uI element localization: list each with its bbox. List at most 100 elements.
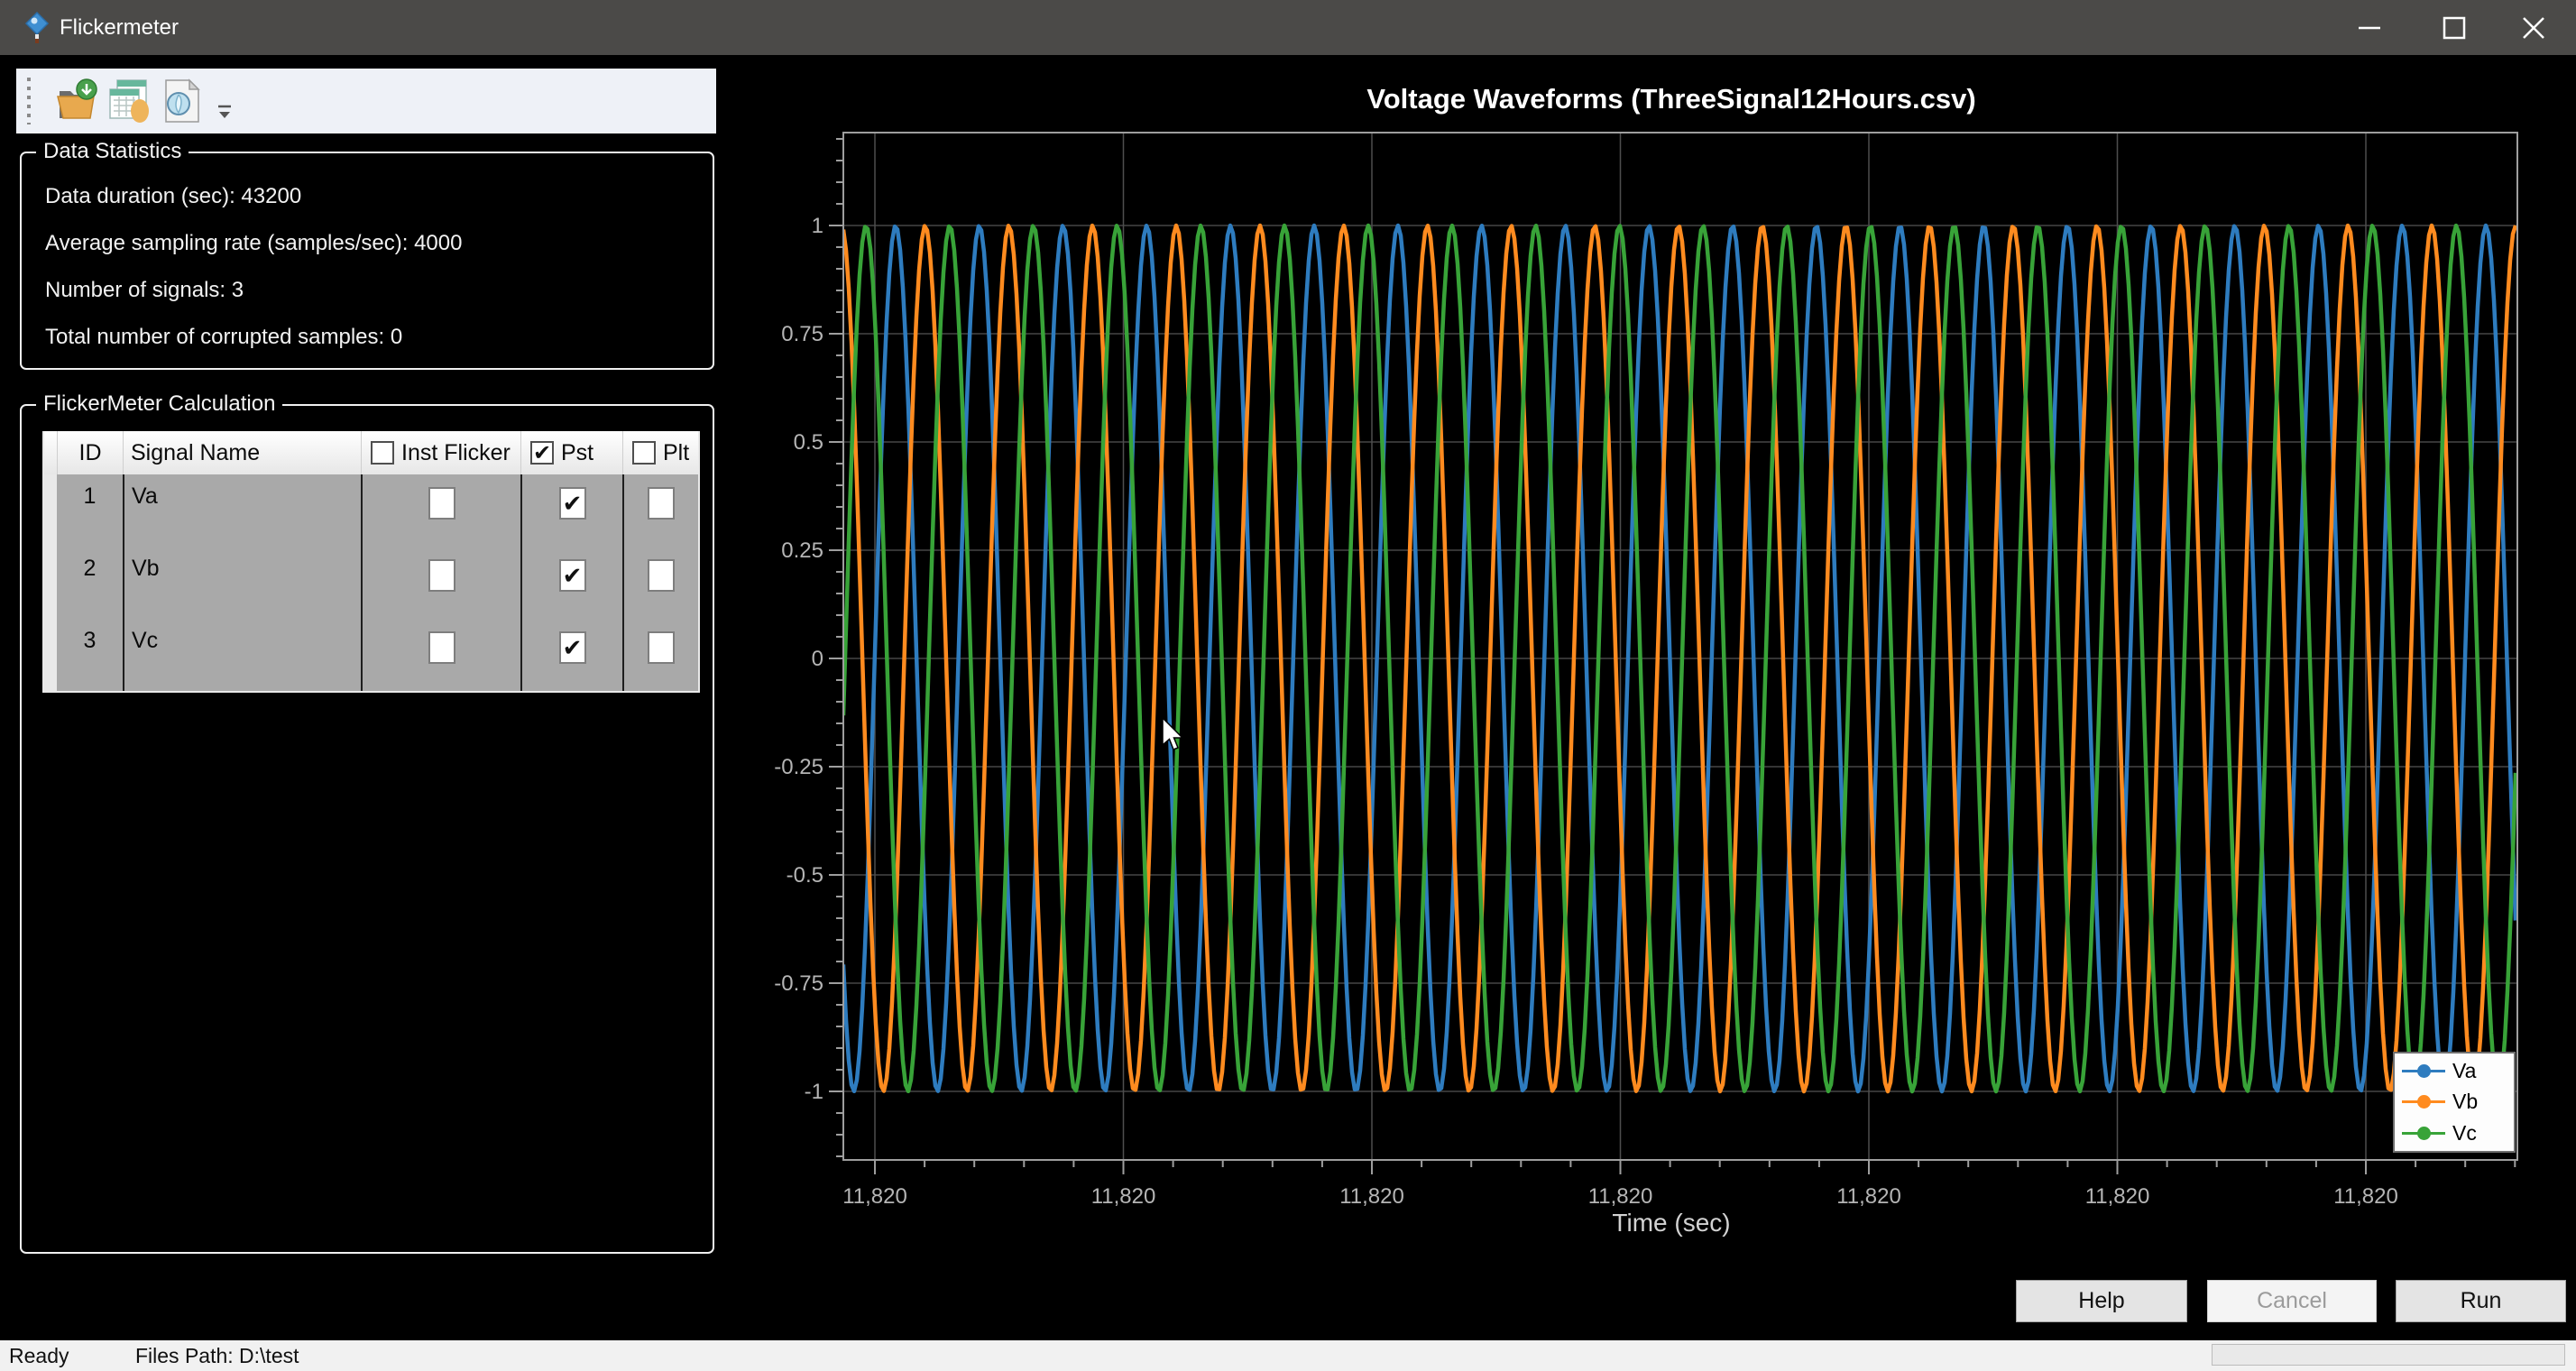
help-button[interactable]: Help (2016, 1280, 2187, 1322)
cell-signal-name: Va (123, 474, 361, 547)
checkbox-pst[interactable]: ✔ (558, 559, 586, 592)
row-header-cell (44, 474, 57, 547)
minimize-button[interactable] (2327, 0, 2412, 55)
svg-text:-0.25: -0.25 (774, 755, 823, 779)
cell-signal-name: Vc (123, 619, 361, 691)
signal-tables-button[interactable] (106, 77, 152, 125)
row-header-cell (44, 431, 57, 474)
table-row[interactable]: 2 Vb ✔ (44, 547, 698, 619)
checkbox-pst[interactable]: ✔ (558, 487, 586, 520)
svg-text:11,820: 11,820 (2333, 1184, 2398, 1209)
cell-plt (622, 547, 698, 619)
header-label: Plt (663, 439, 690, 465)
title-bar: Flickermeter (0, 0, 2576, 55)
col-header-pst: ✔ Pst (520, 431, 622, 474)
report-preview-button[interactable] (159, 77, 204, 125)
cell-id: 1 (83, 483, 97, 509)
svg-text:11,820: 11,820 (2085, 1184, 2150, 1209)
data-statistics-group: Data Statistics Data duration (sec): 432… (20, 139, 714, 370)
cell-pst: ✔ (520, 474, 622, 547)
svg-text:-1: -1 (805, 1080, 823, 1104)
legend-marker (2417, 1095, 2431, 1109)
header-checkbox-inst-flicker[interactable] (371, 441, 394, 465)
signal-table-header: ID Signal Name Inst Flicker ✔ Pst Plt (44, 431, 698, 474)
checkbox-plt[interactable] (648, 559, 675, 592)
legend-line (2402, 1095, 2445, 1109)
flickermeter-calculation-title: FlickerMeter Calculation (36, 391, 283, 417)
progress-bar (2212, 1344, 2565, 1366)
chart-title: Voltage Waveforms (ThreeSignal12Hours.cs… (1366, 83, 1976, 115)
data-statistics-title: Data Statistics (36, 139, 189, 164)
legend-label: Vc (2452, 1121, 2477, 1146)
status-ready: Ready (9, 1344, 69, 1367)
checkbox-plt[interactable] (648, 631, 675, 664)
cell-pst: ✔ (520, 619, 622, 691)
cell-plt (622, 474, 698, 547)
legend-line (2402, 1063, 2445, 1078)
cell-inst-flicker (361, 474, 520, 547)
x-axis-label: Time (sec) (1612, 1209, 1731, 1237)
toolbar-overflow-icon (218, 105, 231, 118)
legend-line (2402, 1127, 2445, 1141)
legend-entry-vc: Vc (2395, 1119, 2514, 1148)
checkbox-pst[interactable]: ✔ (558, 631, 586, 664)
cancel-button[interactable]: Cancel (2207, 1280, 2377, 1322)
header-label: Pst (561, 439, 594, 465)
svg-text:-0.5: -0.5 (787, 863, 823, 888)
maximize-button[interactable] (2412, 0, 2497, 55)
signal-tables-icon (109, 79, 149, 123)
header-checkbox-pst[interactable]: ✔ (530, 441, 554, 465)
stat-data-duration: Data duration (sec): 43200 (45, 184, 302, 208)
toolbar-grip[interactable] (27, 78, 31, 124)
legend-marker (2417, 1127, 2431, 1141)
cell-signal-name: Vb (123, 547, 361, 619)
header-checkbox-plt[interactable] (632, 441, 656, 465)
cell-id: 3 (83, 628, 97, 653)
status-files-path: Files Path: D:\test (135, 1344, 299, 1367)
maximize-icon (2443, 16, 2466, 39)
checkbox-plt[interactable] (648, 487, 675, 520)
open-data-file-icon (57, 78, 97, 119)
open-data-file-button[interactable] (54, 77, 99, 125)
signal-table: ID Signal Name Inst Flicker ✔ Pst Plt 1 Va ✔ 2 Vb… (42, 431, 700, 693)
svg-text:11,820: 11,820 (842, 1184, 907, 1209)
stat-signal-count: Number of signals: 3 (45, 278, 244, 302)
checkbox-inst-flicker[interactable] (428, 559, 455, 592)
cell-inst-flicker (361, 619, 520, 691)
svg-text:0.5: 0.5 (794, 430, 823, 455)
svg-text:11,820: 11,820 (1588, 1184, 1653, 1209)
cell-pst: ✔ (520, 547, 622, 619)
col-header-signal-name: Signal Name (123, 431, 361, 474)
table-row[interactable]: 1 Va ✔ (44, 474, 698, 547)
table-row[interactable]: 3 Vc ✔ (44, 619, 698, 691)
checkbox-inst-flicker[interactable] (428, 631, 455, 664)
toolbar-overflow-button[interactable] (213, 101, 236, 124)
toolbar (16, 69, 716, 133)
voltage-waveform-chart: 11,820 11,820 11,820 11,820 11,820 11,820 11,8… (774, 132, 2518, 1209)
row-header-cell (44, 547, 57, 619)
legend-entry-vb: Vb (2395, 1088, 2514, 1117)
svg-text:11,820: 11,820 (1339, 1184, 1404, 1209)
signal-table-body: 1 Va ✔ 2 Vb ✔ 3 Vc ✔ (44, 474, 698, 691)
stat-corrupted-count: Total number of corrupted samples: 0 (45, 325, 403, 349)
report-preview-icon (165, 78, 200, 123)
window-title: Flickermeter (60, 15, 179, 40)
app-icon (24, 12, 50, 43)
svg-text:0: 0 (812, 647, 823, 671)
close-button[interactable] (2491, 0, 2576, 55)
minimize-icon (2359, 26, 2380, 29)
col-header-id: ID (57, 431, 123, 474)
mouse-cursor (1162, 717, 1184, 750)
svg-text:0.75: 0.75 (781, 322, 823, 346)
row-header-cell (44, 619, 57, 691)
svg-text:11,820: 11,820 (1091, 1184, 1156, 1209)
status-bar: Ready Files Path: D:\test (0, 1340, 2576, 1371)
run-button[interactable]: Run (2396, 1280, 2566, 1322)
legend-marker (2417, 1063, 2431, 1078)
flickermeter-calculation-group: FlickerMeter Calculation ID Signal Name In… (20, 391, 714, 1254)
legend-label: Vb (2452, 1090, 2479, 1114)
chart-legend: Va Vb Vc (2393, 1052, 2516, 1153)
checkbox-inst-flicker[interactable] (428, 487, 455, 520)
svg-text:11,820: 11,820 (1836, 1184, 1901, 1209)
